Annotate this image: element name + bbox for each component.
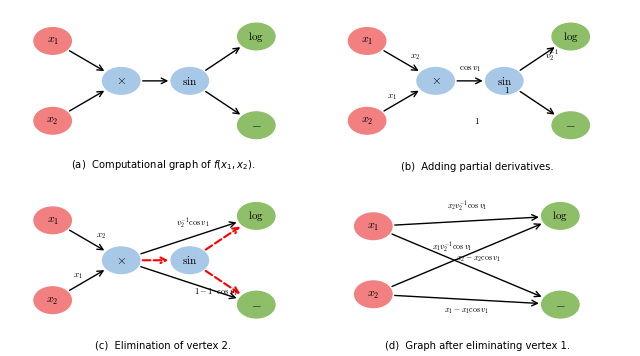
Text: $\rm log$: $\rm log$ (552, 209, 568, 223)
Text: $\rm log$: $\rm log$ (248, 30, 264, 43)
Text: $\rm sin$: $\rm sin$ (182, 254, 198, 266)
Circle shape (34, 28, 71, 54)
Circle shape (34, 287, 71, 314)
Text: $-$: $-$ (251, 298, 262, 311)
Circle shape (552, 23, 589, 50)
Circle shape (237, 112, 275, 138)
Text: $x_1$: $x_1$ (367, 220, 380, 233)
Text: $-$: $-$ (555, 298, 566, 311)
Text: (b)  Adding partial derivatives.: (b) Adding partial derivatives. (401, 162, 554, 172)
Text: $x_1$: $x_1$ (47, 35, 59, 47)
Text: (d)  Graph after eliminating vertex 1.: (d) Graph after eliminating vertex 1. (385, 341, 570, 351)
Text: $1-1\cdot\cos v_1$: $1-1\cdot\cos v_1$ (195, 286, 238, 298)
Circle shape (355, 213, 392, 240)
Circle shape (102, 247, 140, 273)
Text: $\times$: $\times$ (116, 254, 126, 267)
Text: $-$: $-$ (251, 119, 262, 132)
Text: $\rm sin$: $\rm sin$ (497, 75, 512, 87)
Circle shape (237, 291, 275, 318)
Text: $1$: $1$ (474, 116, 480, 126)
Text: $\rm log$: $\rm log$ (248, 209, 264, 223)
Circle shape (348, 108, 386, 134)
Circle shape (171, 247, 209, 273)
Text: $-$: $-$ (565, 119, 576, 132)
Text: $x_1 v_2^{-1}\cos v_1$: $x_1 v_2^{-1}\cos v_1$ (433, 240, 473, 255)
Text: $x_2$: $x_2$ (96, 232, 106, 241)
Text: $v_2^{-1}$: $v_2^{-1}$ (545, 48, 559, 63)
Text: $\cos v_1$: $\cos v_1$ (459, 64, 481, 74)
Text: $x_2$: $x_2$ (410, 52, 420, 62)
Text: $x_1$: $x_1$ (387, 92, 397, 102)
Text: $x_2 - x_2\cos v_1$: $x_2 - x_2\cos v_1$ (456, 255, 502, 264)
Circle shape (171, 68, 209, 94)
Text: $\rm sin$: $\rm sin$ (182, 75, 198, 87)
Text: $x_2$: $x_2$ (47, 294, 59, 307)
Text: $x_1 - x_1\cos v_1$: $x_1 - x_1\cos v_1$ (444, 307, 490, 316)
Text: $1$: $1$ (504, 85, 509, 95)
Circle shape (237, 23, 275, 50)
Circle shape (102, 68, 140, 94)
Circle shape (552, 112, 589, 138)
Text: $v_2^{-1}\cos v_1$: $v_2^{-1}\cos v_1$ (176, 216, 210, 231)
Text: $x_2$: $x_2$ (47, 114, 59, 127)
Circle shape (541, 203, 579, 229)
Circle shape (486, 68, 523, 94)
Circle shape (34, 207, 71, 234)
Circle shape (348, 28, 386, 54)
Text: $\rm log$: $\rm log$ (563, 30, 579, 43)
Text: $x_2$: $x_2$ (361, 114, 373, 127)
Text: (a)  Computational graph of $f(x_1, x_2)$.: (a) Computational graph of $f(x_1, x_2)$… (70, 157, 255, 172)
Circle shape (355, 281, 392, 308)
Circle shape (541, 291, 579, 318)
Circle shape (34, 108, 71, 134)
Text: $x_1$: $x_1$ (47, 214, 59, 227)
Circle shape (237, 203, 275, 229)
Text: $\times$: $\times$ (116, 74, 126, 87)
Text: $x_2$: $x_2$ (367, 288, 380, 301)
Circle shape (417, 68, 454, 94)
Text: $x_2 v_2^{-1}\cos v_1$: $x_2 v_2^{-1}\cos v_1$ (447, 199, 487, 214)
Text: $x_1$: $x_1$ (73, 272, 83, 281)
Text: (c)  Elimination of vertex 2.: (c) Elimination of vertex 2. (95, 341, 231, 351)
Text: $\times$: $\times$ (431, 74, 440, 87)
Text: $x_1$: $x_1$ (361, 35, 373, 47)
